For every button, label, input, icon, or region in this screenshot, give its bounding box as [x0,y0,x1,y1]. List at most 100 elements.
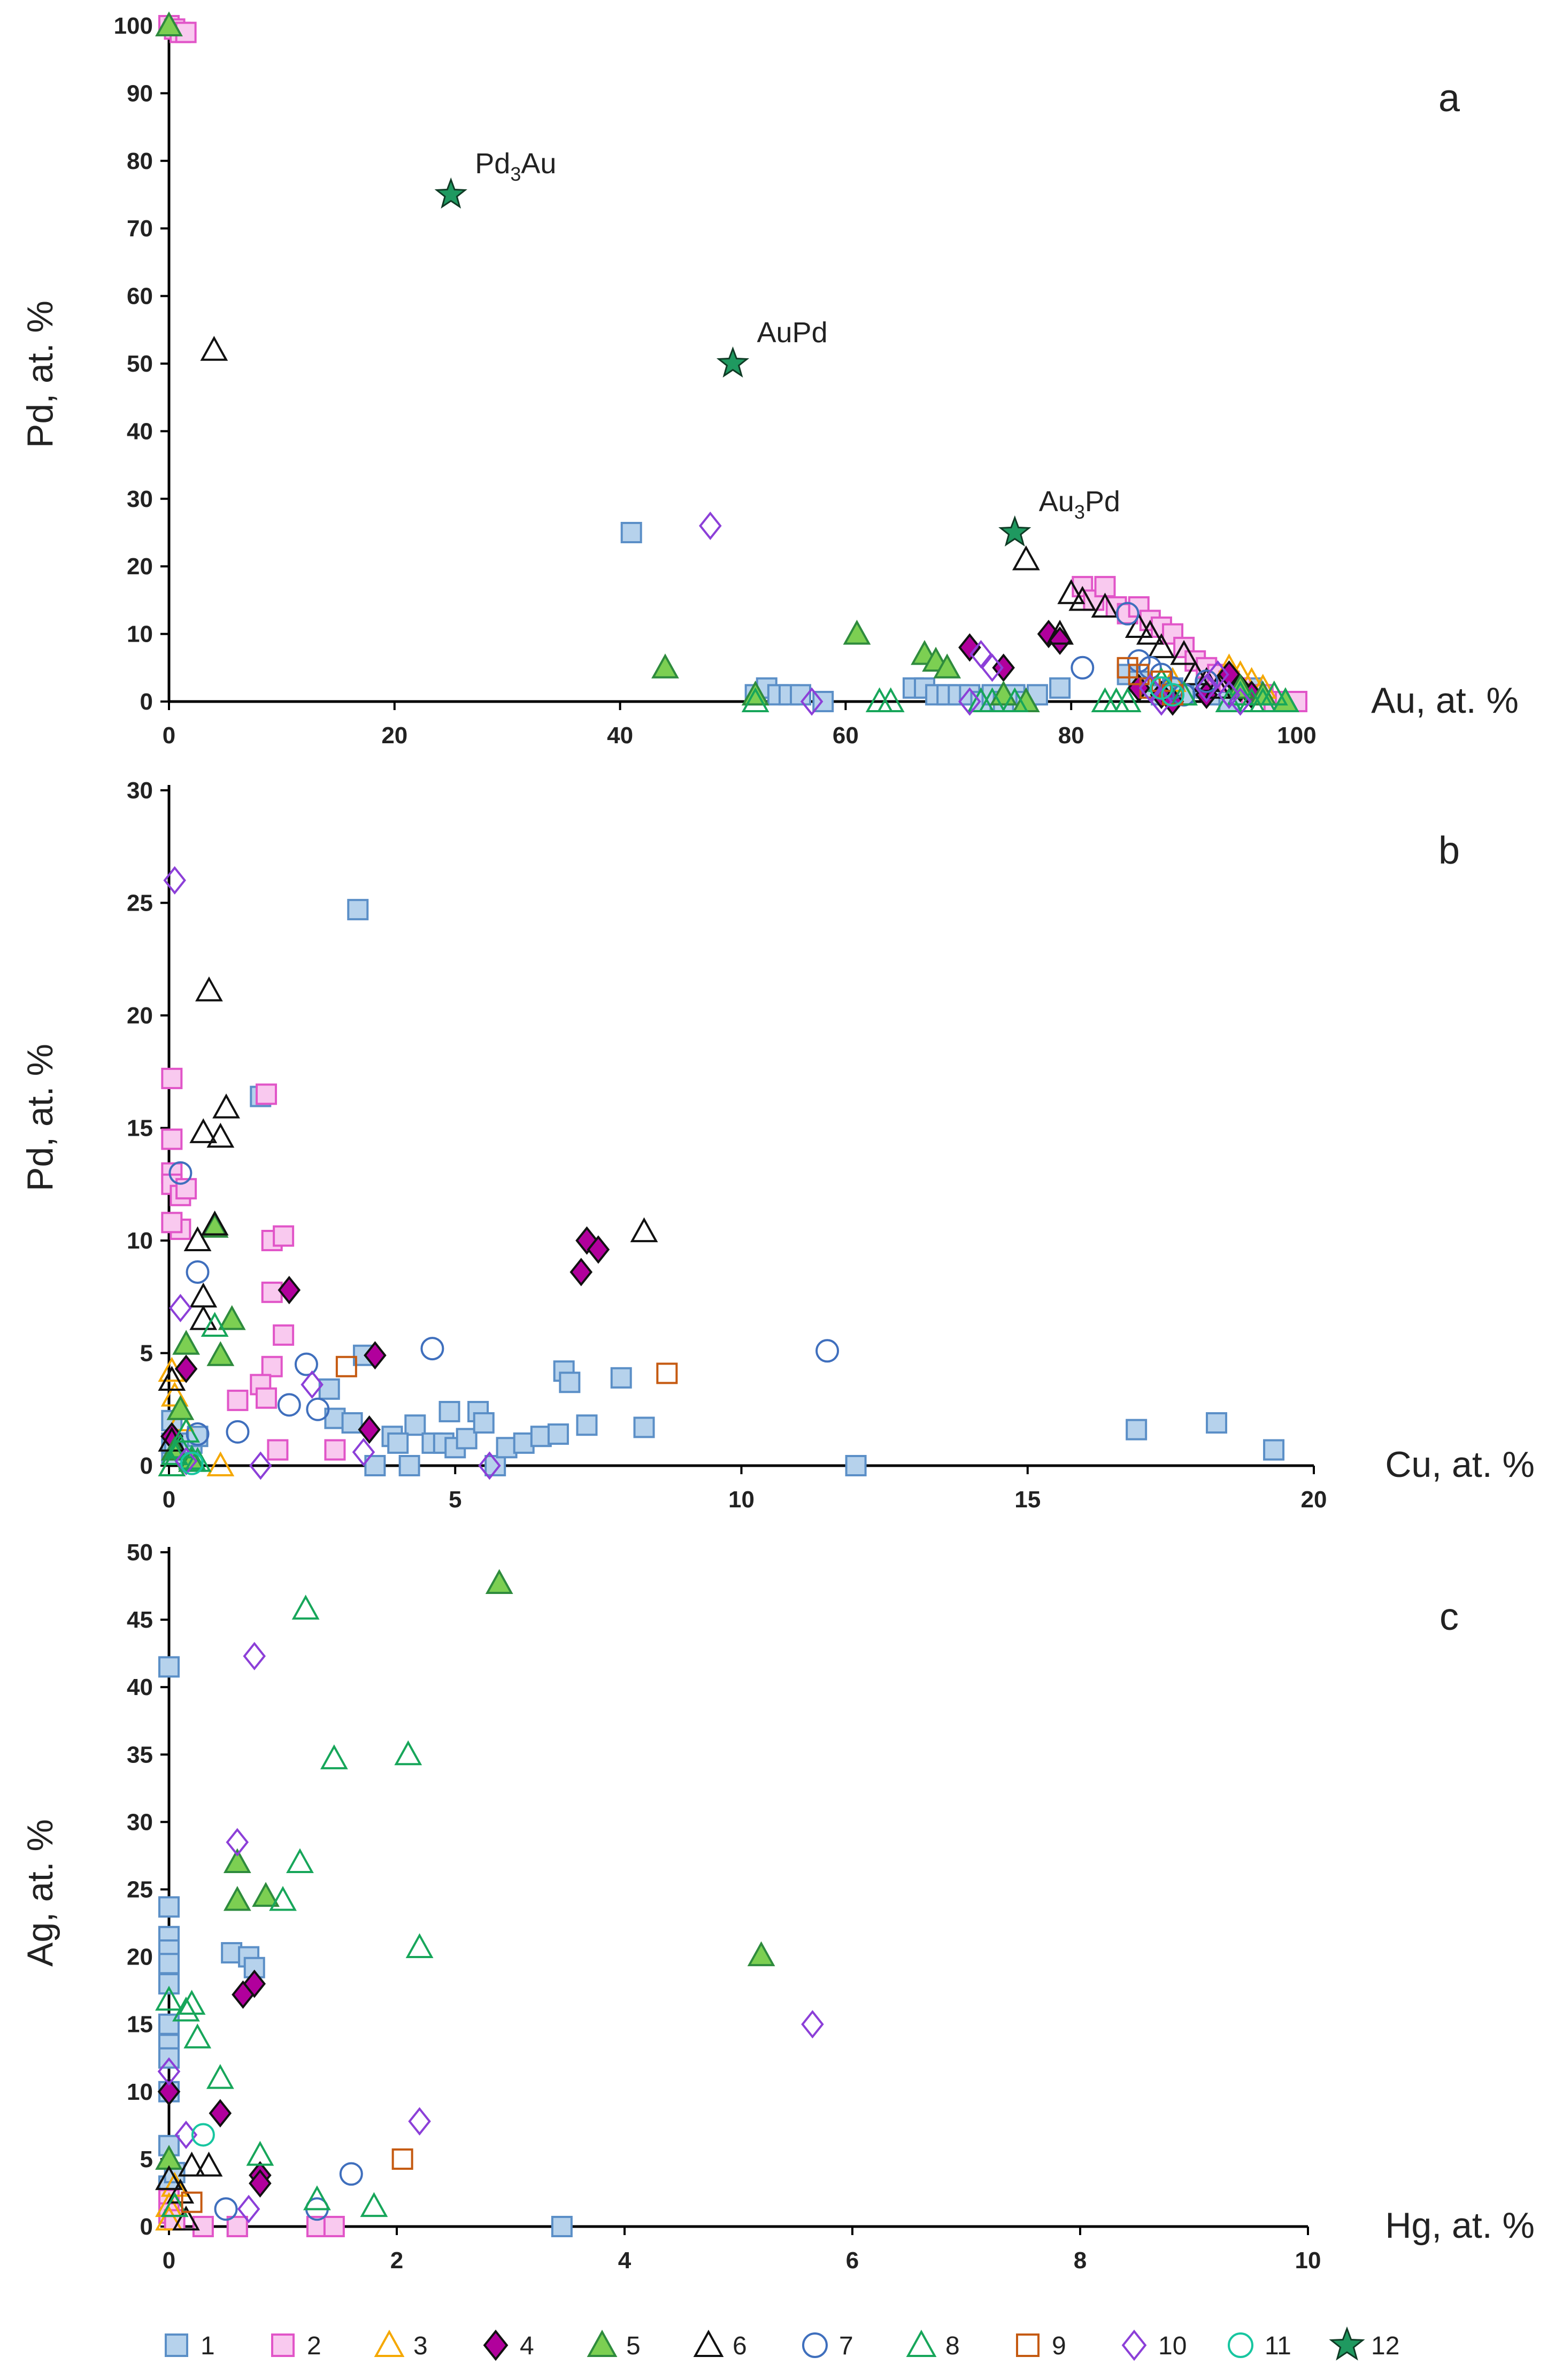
data-point-series-5: Series 5: (5.2, 20.1) [747,1941,775,1967]
data-point-series-10: Series 10: (92, 2) [1195,674,1218,703]
data-point-series-8: Series 8: (99, 0) [1272,687,1299,712]
series-4: Series 4: (0, 10) Series 4: (0.45, 8.4) Se… [157,1969,272,2198]
data-point-series-1: Series 1: (6.8, 1.4) [547,1423,569,1445]
data-point-series-1: Series 1: (4.2, 0) [398,1455,420,1476]
legend-label: 10 [1158,2332,1187,2360]
data-point-series-4: Series 4: (0.45, 8.4) [209,2099,232,2128]
legend: 1 2 3 4 5 6 7 8 9 10 11 12 [165,2326,1399,2361]
data-point-series-7: Series 7: (85, 13) [1115,602,1140,626]
data-point-series-8: Series 8: (64, 0) [876,687,905,712]
data-point-series-10: Series 10: (0.2, 7) [169,1293,192,1322]
legend-marker-2 [271,2333,295,2357]
data-point-series-5: Series 5: (69, 5) [933,653,961,679]
data-point-series-6: Series 6: (0.15, 0.5) [172,2205,200,2231]
data-point-series-8: Series 8: (0.05, 1.5) [160,2192,189,2217]
data-point-series-2: Series 2: (2, 10.2) [273,1225,295,1247]
data-point-series-8: Series 8: (0.4, 0.3) [178,1444,206,1470]
panel-b-letter: b [1438,829,1460,872]
data-point-series-7: Series 7: (0.5, 8.6) [186,1260,210,1284]
data-point-series-8: Series 8: (2.2, 20.7) [405,1933,434,1958]
data-point-series-8: Series 8: (52, 0) [741,687,769,712]
legend-marker-9 [1016,2333,1040,2357]
legend-marker-12 [1329,2326,1365,2361]
data-point-series-5: Series 5: (0.8, 10.6) [201,1213,229,1238]
data-point-series-1: Series 1: (4.9, 2.4) [438,1400,460,1422]
data-point-series-6: Series 6: (83, 14) [1091,592,1119,618]
x-tick-label: 40 [607,722,633,749]
data-point-series-8: Series 8: (1.45, 34.7) [320,1744,348,1769]
x-tick-label: 4 [618,2247,632,2274]
legend-marker-7 [802,2332,828,2358]
panel-c-y-axis-title: Ag, at. % [20,1819,60,1967]
panel-c-x-axis-title: Hg, at. % [1385,2205,1535,2246]
y-tick-label: 30 [127,1809,153,1835]
data-point-series-1: Series 1: (56, 1) [790,684,812,706]
y-tick-label: 0 [140,689,153,715]
data-point-series-1: Series 1: (8.3, 1.7) [633,1416,655,1438]
legend-label: 3 [413,2332,428,2360]
data-point-series-2: Series 2: (1.7, 3) [255,1387,277,1409]
data-point-series-2: Series 2: (0.05, 10.8) [161,1212,183,1234]
data-point-series-4: Series 4: (7.5, 9.6) [587,1235,610,1264]
y-tick-label: 5 [140,2146,153,2173]
legend-marker-6 [693,2329,724,2357]
x-tick-label: 100 [1277,722,1316,749]
y-tick-label: 20 [127,1944,153,1970]
data-point-series-1: Series 1: (0, 18) [158,1973,180,1995]
legend-item-12: 12 [1329,2326,1399,2361]
data-point-series-12: Series 12: (75, 25) [998,515,1031,547]
data-point-series-10: Series 10: (3.4, 0.6) [352,1438,375,1467]
data-point-series-5: Series 5: (0.2, 2.5) [166,1395,195,1420]
data-point-series-7: Series 7: (0.2, 13) [168,1161,193,1185]
panel-c-y-ticks: 0 5 10 15 20 25 30 35 40 45 50 [127,1539,169,2240]
data-point-series-8: Series 8: (0, 16.8) [155,1985,183,2011]
data-point-series-2: Series 2: (0.6, 0) [226,2216,248,2237]
y-tick-label: 30 [127,777,153,804]
legend-item-4: 4 [483,2329,534,2361]
data-point-series-8: Series 8: (73, 0) [978,687,1006,712]
data-point-series-1: Series 1: (3.3, 24.7) [347,899,369,921]
data-point-series-7: Series 7: (2.1, 2.7) [277,1393,301,1417]
x-tick-label: 15 [1014,1486,1041,1513]
data-point-series-4: Series 4: (3.6, 4.9) [364,1341,387,1370]
data-point-series-2: Series 2: (2.9, 0.7) [324,1439,346,1461]
data-point-series-4: Series 4: (0, 10) [157,2077,181,2106]
data-point-series-1: Series 1: (12, 0) [845,1455,867,1476]
data-point-series-10: Series 10: (73, 5) [981,653,1004,682]
formula-annotation: Pd3Au [475,148,556,185]
y-tick-label: 80 [127,148,153,174]
data-point-series-11: Series 11: (88, 2) [1149,676,1173,700]
data-point-series-4: Series 4: (7.3, 10) [575,1226,598,1255]
data-point-series-8: Series 8: (1, 24.2) [269,1886,297,1911]
panel-b-x-axis-title: Cu, at. % [1385,1444,1535,1485]
data-point-series-10: Series 10: (0.6, 28.5) [226,1828,249,1857]
data-point-series-2: Series 2: (1.8, 4.4) [261,1355,283,1377]
panel-a-y-axis-title: Pd, at. % [20,301,60,448]
panel-c: c 0 5 10 15 20 25 30 35 40 45 50 0 2 4 6 8 10 Series 1:… [20,1539,1535,2274]
legend-marker-1 [165,2333,188,2357]
legend-label: 7 [839,2332,853,2360]
series-10: Series 10: (0.1, 26)Series 10: (0.2, 7)S… [163,866,501,1480]
data-point-series-1: Series 1: (18.3, 1.9) [1206,1412,1228,1434]
data-point-series-1: Series 1: (0, 23.7) [158,1896,180,1918]
data-point-series-10: Series 10: (2.5, 3.6) [301,1370,324,1399]
data-point-series-9: Series 9: (8.7, 4.1) [656,1362,678,1384]
data-point-series-2: Series 2: (89, 10) [1162,623,1184,645]
y-tick-label: 15 [127,1115,153,1142]
y-tick-label: 30 [127,486,153,512]
x-tick-label: 80 [1058,722,1084,749]
data-point-series-4: Series 4: (71, 8) [958,633,981,662]
legend-label: 8 [945,2332,960,2360]
data-point-series-8: Series 8: (90, 1) [1170,680,1198,706]
data-point-series-5: Series 5: (44, 5) [651,653,679,679]
panel-b-x-ticks: 0 5 10 15 20 [163,1466,1327,1513]
data-point-series-6: Series 6: (76, 21) [1012,545,1040,571]
legend-item-6: 6 [693,2329,747,2360]
legend-label: 1 [201,2332,215,2360]
data-point-series-7: Series 7: (0.5, 1.3) [214,2197,238,2221]
data-point-series-10: Series 10: (87, 2) [1138,674,1162,703]
data-point-series-3: Series 3: (0.9, 0) [206,1451,235,1476]
data-point-series-1: Series 1: (5.9, 0.8) [496,1437,518,1459]
x-tick-label: 0 [163,1486,175,1513]
data-point-series-8: Series 8: (0.3, 1.5) [172,1418,201,1443]
